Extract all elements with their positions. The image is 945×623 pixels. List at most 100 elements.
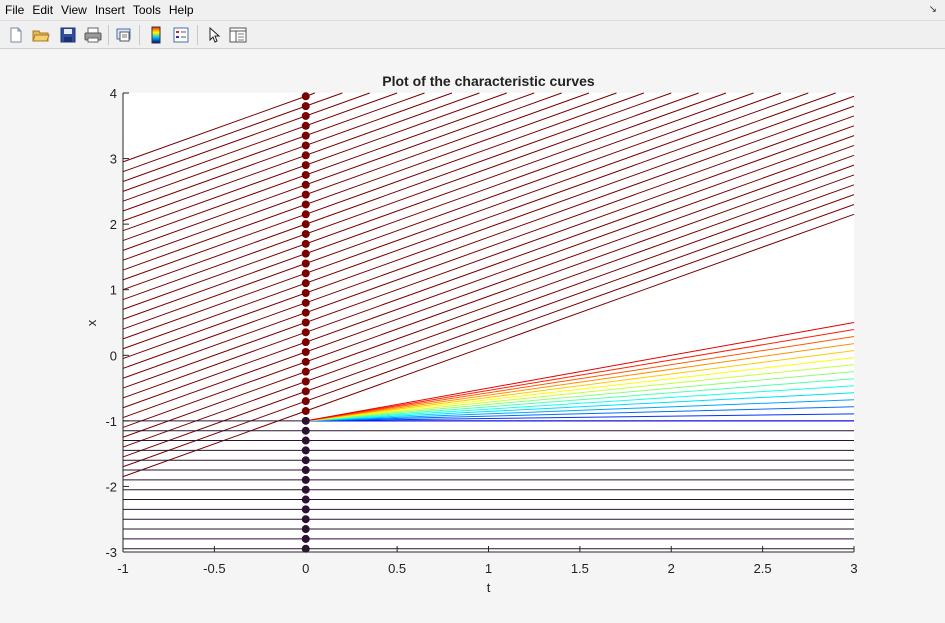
initial-point-marker bbox=[301, 151, 310, 160]
fan-line bbox=[305, 385, 855, 422]
upper-characteristic-line bbox=[122, 105, 855, 369]
upper-characteristic-line bbox=[122, 92, 617, 271]
initial-point-marker bbox=[301, 239, 310, 248]
legend-icon[interactable] bbox=[171, 25, 191, 45]
initial-point-marker bbox=[301, 495, 310, 504]
initial-point-marker bbox=[301, 387, 310, 396]
initial-point-marker bbox=[301, 436, 310, 445]
open-file-icon[interactable] bbox=[31, 25, 51, 45]
initial-point-marker bbox=[301, 338, 310, 347]
x-tick-label: 2 bbox=[668, 561, 675, 576]
menu-view[interactable]: View bbox=[61, 3, 87, 17]
menu-help[interactable]: Help bbox=[168, 3, 194, 17]
print-icon[interactable] bbox=[83, 25, 103, 45]
initial-point-marker bbox=[301, 220, 310, 229]
x-axis-label: t bbox=[487, 580, 491, 595]
x-tick-label: 0.5 bbox=[388, 561, 406, 576]
upper-characteristic-line bbox=[122, 204, 855, 468]
save-icon[interactable] bbox=[58, 25, 78, 45]
characteristic-curves bbox=[122, 92, 855, 550]
menu-file[interactable]: File bbox=[5, 3, 25, 17]
initial-point-marker bbox=[301, 407, 310, 416]
upper-characteristic-line bbox=[122, 213, 855, 478]
fan-line bbox=[305, 322, 855, 422]
initial-point-marker bbox=[301, 446, 310, 455]
x-ticks: -1 -0.5 0 0.5 1 1.5 2 2.5 3 bbox=[117, 546, 858, 576]
initial-point-marker bbox=[301, 466, 310, 475]
initial-point-marker bbox=[301, 328, 310, 337]
initial-point-marker bbox=[301, 210, 310, 219]
dock-arrow-icon[interactable]: ↘ bbox=[928, 4, 937, 15]
menu-tools[interactable]: Tools bbox=[132, 3, 161, 17]
initial-point-marker bbox=[301, 269, 310, 278]
y-tick-label: 0 bbox=[110, 348, 117, 363]
y-tick-label: 1 bbox=[110, 283, 117, 298]
x-tick-label: 3 bbox=[850, 561, 857, 576]
initial-point-marker bbox=[301, 534, 310, 543]
fan-line bbox=[305, 406, 855, 422]
toolbar-separator bbox=[139, 25, 140, 45]
x-tick-label: 1 bbox=[485, 561, 492, 576]
fan-line bbox=[305, 371, 855, 422]
menu-insert[interactable]: Insert bbox=[94, 3, 125, 17]
y-tick-label: 2 bbox=[110, 217, 117, 232]
upper-characteristic-line bbox=[122, 115, 855, 379]
upper-characteristic-line bbox=[122, 92, 370, 182]
upper-characteristic-line bbox=[122, 135, 855, 399]
plot-svg[interactable]: -1 -0.5 0 0.5 1 1.5 2 2.5 3 -3 -2 -1 0 1 2 3 4 Plot of … bbox=[0, 49, 945, 618]
new-figure-icon[interactable] bbox=[6, 25, 26, 45]
property-inspector-icon[interactable] bbox=[228, 25, 248, 45]
x-tick-label: -0.5 bbox=[203, 561, 225, 576]
initial-point-marker bbox=[301, 92, 310, 101]
fan-line bbox=[305, 357, 855, 422]
menu-edit[interactable]: Edit bbox=[32, 3, 54, 17]
initial-point-marker bbox=[301, 249, 310, 258]
upper-characteristic-line bbox=[122, 92, 836, 350]
initial-point-marker bbox=[301, 416, 310, 425]
initial-point-marker bbox=[301, 515, 310, 524]
upper-characteristic-line bbox=[122, 92, 507, 232]
initial-point-marker bbox=[301, 121, 310, 130]
upper-characteristic-line bbox=[122, 92, 699, 301]
initial-point-marker bbox=[301, 397, 310, 406]
colorbar-icon[interactable] bbox=[146, 25, 166, 45]
toolbar-separator bbox=[108, 25, 109, 45]
upper-characteristic-line bbox=[122, 92, 754, 320]
upper-characteristic-line bbox=[122, 154, 855, 419]
upper-characteristic-line bbox=[122, 184, 855, 448]
initial-point-marker bbox=[301, 456, 310, 465]
initial-point-marker bbox=[301, 131, 310, 140]
initial-point-marker bbox=[301, 308, 310, 317]
y-tick-label: -3 bbox=[105, 545, 117, 560]
initial-point-marker bbox=[301, 525, 310, 534]
initial-point-marker bbox=[301, 348, 310, 357]
print-preview-icon[interactable] bbox=[114, 25, 134, 45]
edit-plot-arrow-icon[interactable] bbox=[204, 25, 224, 45]
fan-line bbox=[305, 364, 855, 422]
fan-line bbox=[305, 343, 855, 422]
y-ticks: -3 -2 -1 0 1 2 3 4 bbox=[105, 86, 129, 560]
upper-characteristic-line bbox=[122, 92, 809, 340]
upper-characteristic-line bbox=[122, 92, 425, 202]
initial-point-marker bbox=[301, 180, 310, 189]
initial-point-marker bbox=[301, 298, 310, 307]
initial-point-marker bbox=[301, 141, 310, 150]
upper-characteristic-line bbox=[122, 164, 855, 428]
initial-point-marker bbox=[301, 485, 310, 494]
initial-point-marker bbox=[301, 288, 310, 297]
initial-point-marker bbox=[301, 111, 310, 120]
fan-line bbox=[305, 392, 855, 422]
upper-characteristic-line bbox=[122, 92, 782, 330]
y-tick-label: -2 bbox=[105, 479, 117, 494]
fan-line bbox=[305, 350, 855, 422]
y-tick-label: 4 bbox=[110, 86, 117, 101]
upper-characteristic-line bbox=[122, 92, 590, 261]
initial-point-marker bbox=[301, 426, 310, 435]
initial-point-marker bbox=[301, 357, 310, 366]
upper-characteristic-line bbox=[122, 92, 398, 192]
y-tick-label: 3 bbox=[110, 152, 117, 167]
initial-point-marker bbox=[301, 102, 310, 111]
figure-canvas: -1 -0.5 0 0.5 1 1.5 2 2.5 3 -3 -2 -1 0 1 2 3 4 Plot of … bbox=[0, 49, 945, 618]
initial-point-marker bbox=[301, 259, 310, 268]
y-axis-label: x bbox=[84, 319, 99, 326]
